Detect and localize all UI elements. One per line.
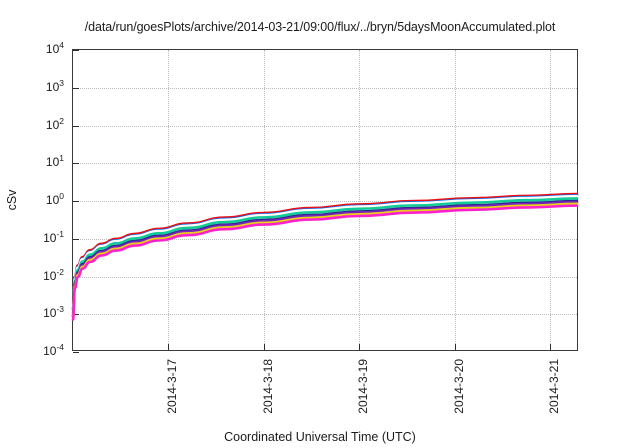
plot-area	[71, 49, 579, 353]
x-tick-label: 2014-3-17	[165, 359, 180, 414]
y-tick-label: 10-1	[43, 228, 64, 245]
x-tick-label: 2014-3-18	[260, 359, 275, 414]
x-axis-label: Coordinated Universal Time (UTC)	[224, 430, 416, 444]
x-tick-label: 2014-3-20	[451, 359, 466, 414]
y-tick-label: 102	[45, 115, 64, 132]
y-tick-label: 100	[45, 191, 64, 207]
series-lines	[71, 192, 579, 321]
series-line	[71, 200, 579, 318]
y-tick-label: 10-2	[43, 266, 64, 283]
y-tick-label: 103	[45, 77, 64, 94]
series-line	[71, 197, 579, 314]
y-tick-label: 104	[45, 40, 64, 56]
y-tick-label: 10-3	[43, 304, 64, 321]
x-tick-label: 2014-3-19	[356, 359, 371, 414]
series-line	[71, 204, 579, 321]
y-tick-label: 10-4	[43, 342, 64, 358]
series-line	[71, 194, 579, 312]
chart-title: /data/run/goesPlots/archive/2014-03-21/0…	[84, 20, 556, 34]
series-line	[71, 202, 579, 320]
y-tick-mark	[73, 352, 79, 353]
y-tick-label: 101	[45, 153, 64, 170]
x-tick-label: 2014-3-21	[547, 359, 562, 414]
